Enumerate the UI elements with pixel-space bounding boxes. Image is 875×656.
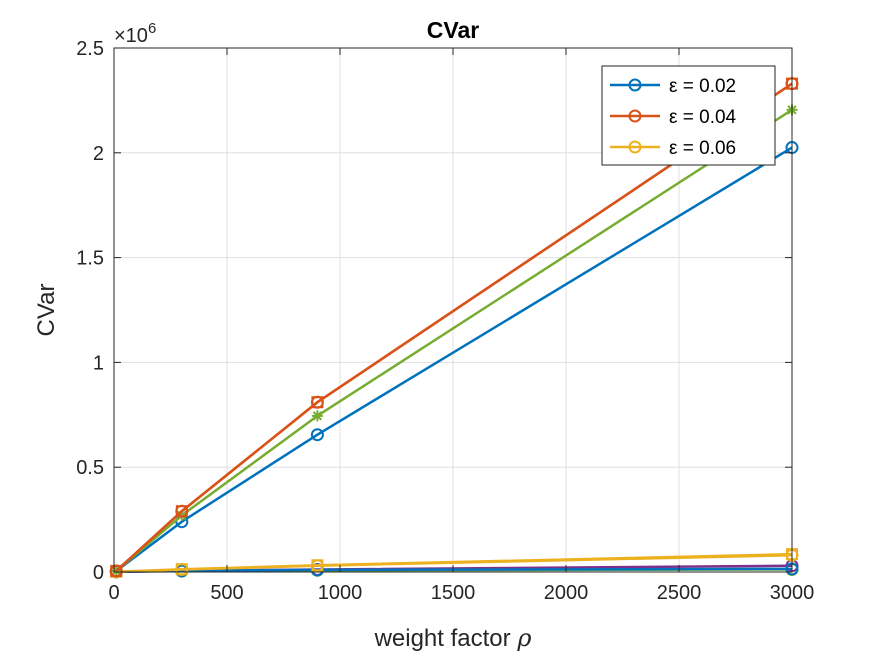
data-point-circle [310,559,324,573]
y-tick-label: 1.5 [76,248,104,270]
series-line [115,82,793,572]
series-line [115,146,793,572]
legend-label: ε = 0.04 [669,107,737,128]
y-tick-label: 0 [93,562,104,584]
legend-label: ε = 0.02 [669,76,736,97]
y-axis-label: CVar [33,284,60,337]
data-point-circle [628,78,642,92]
x-tick-label: 1500 [431,582,476,604]
data-point-circle [628,109,642,123]
asterisk-stroke [312,411,323,421]
legend: ε = 0.02 ε = 0.04 ε = 0.06 [601,65,776,166]
x-axis-label: weight factor ρ [374,624,532,652]
data-point-asterisk [311,410,323,422]
x-tick-label: 2000 [544,582,589,604]
data-point-circle [628,140,642,154]
y-tick-label: 0.5 [76,457,104,479]
x-tick-label: 500 [210,582,243,604]
legend-item: ε = 0.04 [610,107,737,128]
legend-item: ε = 0.02 [610,76,736,97]
y-multiplier: ×106 [114,20,156,47]
x-tick-label: 0 [108,582,119,604]
y-tick-label: 2.5 [76,38,104,60]
legend-item: ε = 0.06 [610,138,736,159]
y-multiplier-exp: 6 [148,20,156,37]
data-point-circle [310,395,324,409]
x-tick-label: 3000 [770,582,815,604]
x-tick-label: 2500 [657,582,702,604]
chart-title: CVar [427,17,479,43]
data-point-circle [175,504,189,518]
series-line [116,553,793,574]
data-point-circle [310,428,324,442]
y-tick-label: 2 [93,143,104,165]
data-point-circle [175,562,189,576]
data-point-circle [109,564,123,578]
legend-label: ε = 0.06 [669,138,736,159]
y-multiplier-base: ×10 [114,25,148,47]
ticks: 0 500 1000 1500 2000 2500 3000 0 0.5 1 1.5 2 2.5 [76,38,814,604]
series-layer [109,77,799,579]
series-line [115,108,793,572]
x-axis-label-text: weight factor [374,625,511,652]
y-tick-label: 1 [93,352,104,374]
x-tick-label: 1000 [318,582,363,604]
x-axis-label-symbol: ρ [516,624,531,652]
